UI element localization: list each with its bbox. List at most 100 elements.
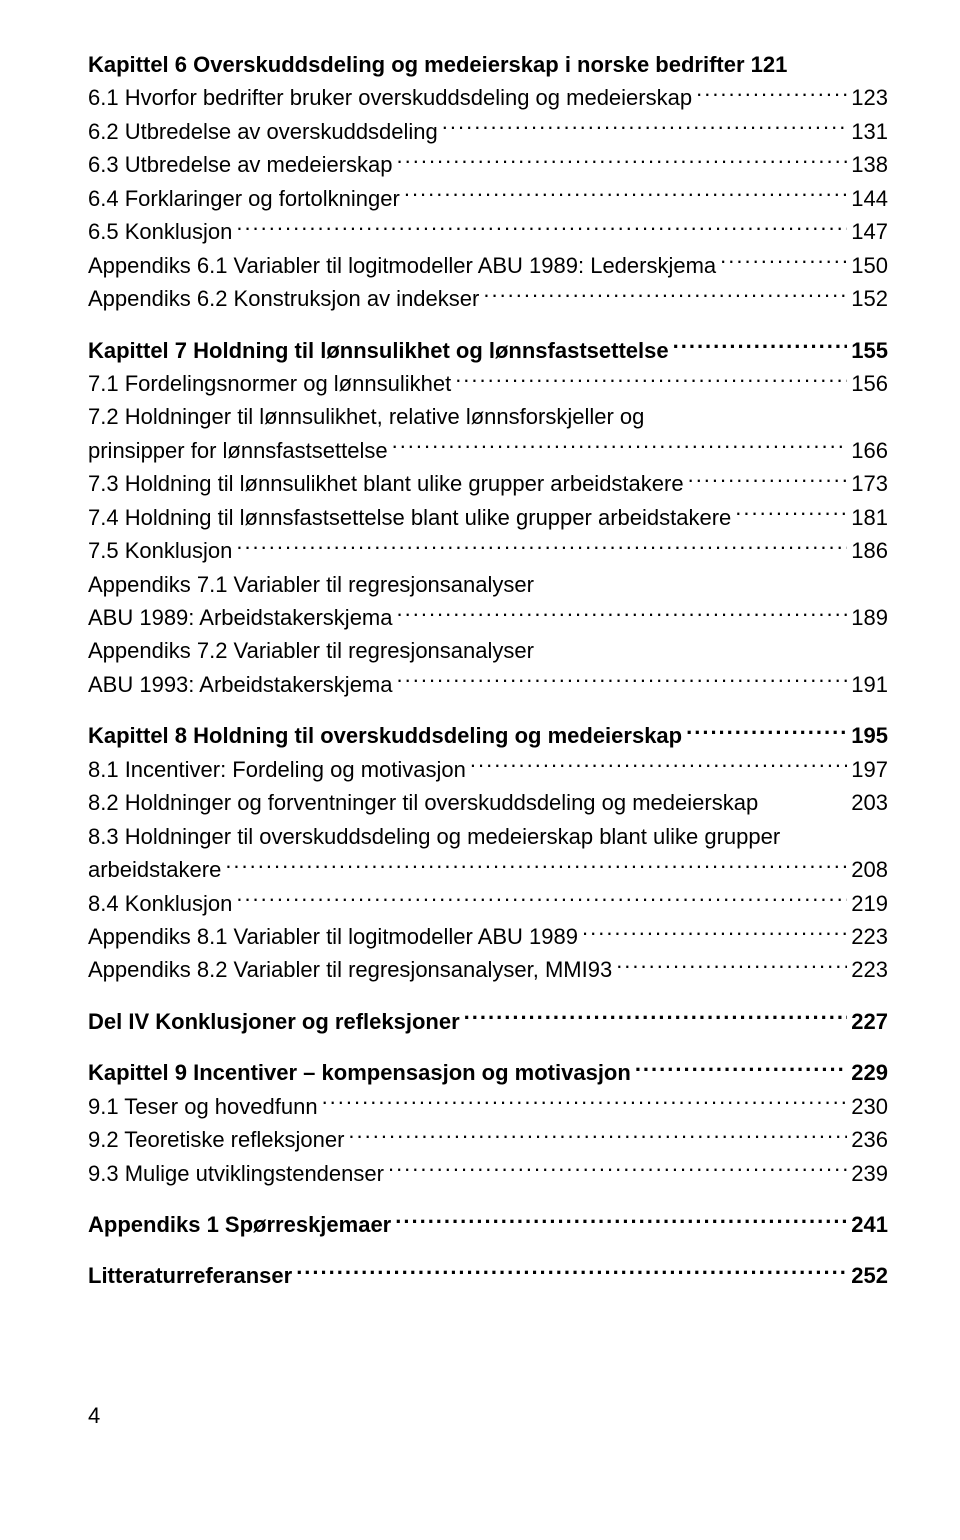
toc-leader: [397, 603, 848, 625]
toc-block: Kapittel 9 Incentiver – kompensasjon og …: [88, 1056, 888, 1190]
toc-entry-title: 7.3 Holdning til lønnsulikhet blant ulik…: [88, 467, 684, 500]
toc-entry-page: 189: [851, 601, 888, 634]
toc-entry: Kapittel 8 Holdning til overskuddsdeling…: [88, 719, 888, 752]
toc-leader: [686, 721, 847, 743]
toc-entry-page: 208: [851, 853, 888, 886]
toc-entry: 9.2 Teoretiske refleksjoner 236: [88, 1123, 888, 1156]
toc-block: Litteraturreferanser 252: [88, 1259, 888, 1292]
toc-leader: [236, 889, 847, 911]
toc-heading: Kapittel 6 Overskuddsdeling og medeiersk…: [88, 48, 888, 81]
toc-entry: arbeidstakere 208: [88, 853, 888, 886]
toc-entry: 6.5 Konklusjon147: [88, 215, 888, 248]
toc-entry-title: 7.4 Holdning til lønnsfastsettelse blant…: [88, 501, 731, 534]
toc-entry: 9.1 Teser og hovedfunn230: [88, 1090, 888, 1123]
toc-entry-line: Appendiks 7.1 Variabler til regresjonsan…: [88, 568, 888, 601]
toc-entry-page: 166: [851, 434, 888, 467]
toc-leader: [616, 955, 847, 977]
toc-entry-page: 229: [851, 1056, 888, 1089]
toc-entry-title: 8.1 Incentiver: Fordeling og motivasjon: [88, 753, 466, 786]
toc-entry-title: Kapittel 9 Incentiver – kompensasjon og …: [88, 1056, 631, 1089]
toc-entry-page: 197: [851, 753, 888, 786]
toc-entry-title: 9.1 Teser og hovedfunn: [88, 1090, 318, 1123]
toc-entry-title: 6.4 Forklaringer og fortolkninger: [88, 182, 400, 215]
toc-entry-title: Appendiks 6.1 Variabler til logitmodelle…: [88, 249, 716, 282]
toc-page: Kapittel 6 Overskuddsdeling og medeiersk…: [0, 0, 960, 1540]
toc-entry-page: 155: [851, 334, 888, 367]
toc-entry: 8.2 Holdninger og forventninger til over…: [88, 786, 888, 819]
toc-block: Del IV Konklusjoner og refleksjoner 227: [88, 1005, 888, 1038]
toc-entry-title: 6.5 Konklusjon: [88, 215, 232, 248]
toc-entry: Del IV Konklusjoner og refleksjoner 227: [88, 1005, 888, 1038]
toc-entry-page: 186: [851, 534, 888, 567]
toc-entry-title: Appendiks 1 Spørreskjemaer: [88, 1208, 391, 1241]
toc-leader: [582, 922, 847, 944]
toc-entry-title: 6.1 Hvorfor bedrifter bruker overskuddsd…: [88, 81, 692, 114]
toc-entry-title: ABU 1989: Arbeidstakerskjema: [88, 601, 393, 634]
toc-entry: prinsipper for lønnsfastsettelse 166: [88, 434, 888, 467]
toc-leader: [397, 150, 848, 172]
toc-entry-title: ABU 1993: Arbeidstakerskjema: [88, 668, 393, 701]
toc-leader: [404, 184, 847, 206]
toc-entry-page: 123: [851, 81, 888, 114]
toc-entry: 6.2 Utbredelse av overskuddsdeling 131: [88, 115, 888, 148]
toc-entry-page: 252: [851, 1259, 888, 1292]
toc-leader: [470, 755, 847, 777]
toc-entry: Appendiks 8.1 Variabler til logitmodelle…: [88, 920, 888, 953]
toc-entry: 7.5 Konklusjon186: [88, 534, 888, 567]
toc-block: Kapittel 8 Holdning til overskuddsdeling…: [88, 719, 888, 987]
toc-entry-page: 241: [851, 1208, 888, 1241]
toc-entry-title: prinsipper for lønnsfastsettelse: [88, 434, 388, 467]
toc-leader: [348, 1125, 847, 1147]
toc-leader: [464, 1007, 848, 1029]
toc-block: Appendiks 1 Spørreskjemaer 241: [88, 1208, 888, 1241]
toc-entry-line: 7.2 Holdninger til lønnsulikhet, relativ…: [88, 400, 888, 433]
toc-entry: Kapittel 9 Incentiver – kompensasjon og …: [88, 1056, 888, 1089]
toc-entry-title: arbeidstakere: [88, 853, 221, 886]
toc-block: Kapittel 6 Overskuddsdeling og medeiersk…: [88, 48, 888, 316]
toc-entry: ABU 1989: Arbeidstakerskjema 189: [88, 601, 888, 634]
toc-leader: [735, 503, 847, 525]
toc-entry: Kapittel 7 Holdning til lønnsulikhet og …: [88, 334, 888, 367]
toc-entry-title: Del IV Konklusjoner og refleksjoner: [88, 1005, 460, 1038]
toc-entry-title: 6.3 Utbredelse av medeierskap: [88, 148, 393, 181]
toc-entry: Appendiks 6.2 Konstruksjon av indekser15…: [88, 282, 888, 315]
toc-entry-page: 131: [851, 115, 888, 148]
toc-entry-page: 223: [851, 953, 888, 986]
toc-entry: Litteraturreferanser 252: [88, 1259, 888, 1292]
toc-entry: 9.3 Mulige utviklingstendenser 239: [88, 1157, 888, 1190]
toc-leader: [696, 83, 847, 105]
toc-entry-page: 227: [851, 1005, 888, 1038]
toc-entry: ABU 1993: Arbeidstakerskjema191: [88, 668, 888, 701]
toc-entry-title: Appendiks 8.2 Variabler til regresjonsan…: [88, 953, 612, 986]
toc-entry-page: 150: [851, 249, 888, 282]
toc-entry-title: Appendiks 8.1 Variabler til logitmodelle…: [88, 920, 578, 953]
toc-leader: [397, 670, 848, 692]
toc-entry-page: 223: [851, 920, 888, 953]
toc-entry-title: 7.1 Fordelingsnormer og lønnsulikhet: [88, 367, 451, 400]
toc-entry-title: 6.2 Utbredelse av overskuddsdeling: [88, 115, 438, 148]
toc-block: Kapittel 7 Holdning til lønnsulikhet og …: [88, 334, 888, 702]
page-number: 4: [88, 1403, 888, 1429]
toc-leader: [483, 284, 847, 306]
toc-entry-line: Appendiks 7.2 Variabler til regresjonsan…: [88, 634, 888, 667]
toc-entry: 7.4 Holdning til lønnsfastsettelse blant…: [88, 501, 888, 534]
toc-entry-page: 239: [851, 1157, 888, 1190]
toc-entry-page: 236: [851, 1123, 888, 1156]
toc-entry: 6.4 Forklaringer og fortolkninger144: [88, 182, 888, 215]
toc-entry-title: 9.2 Teoretiske refleksjoner: [88, 1123, 344, 1156]
toc-entry: Appendiks 8.2 Variabler til regresjonsan…: [88, 953, 888, 986]
toc-entry-page: 156: [851, 367, 888, 400]
toc-entry-page: 203: [851, 786, 888, 819]
toc-leader: [720, 251, 847, 273]
toc-entry: 8.1 Incentiver: Fordeling og motivasjon 1…: [88, 753, 888, 786]
toc-leader: [455, 369, 847, 391]
toc-leader: [395, 1210, 847, 1232]
toc-leader: [442, 117, 848, 139]
toc-entry-title: Litteraturreferanser: [88, 1259, 292, 1292]
toc-entry-title: 9.3 Mulige utviklingstendenser: [88, 1157, 384, 1190]
toc-entry-page: 195: [851, 719, 888, 752]
toc-leader: [673, 336, 848, 358]
toc-entry-title: 8.2 Holdninger og forventninger til over…: [88, 786, 758, 819]
toc-entry-line: 8.3 Holdninger til overskuddsdeling og m…: [88, 820, 888, 853]
toc-leader: [322, 1092, 848, 1114]
